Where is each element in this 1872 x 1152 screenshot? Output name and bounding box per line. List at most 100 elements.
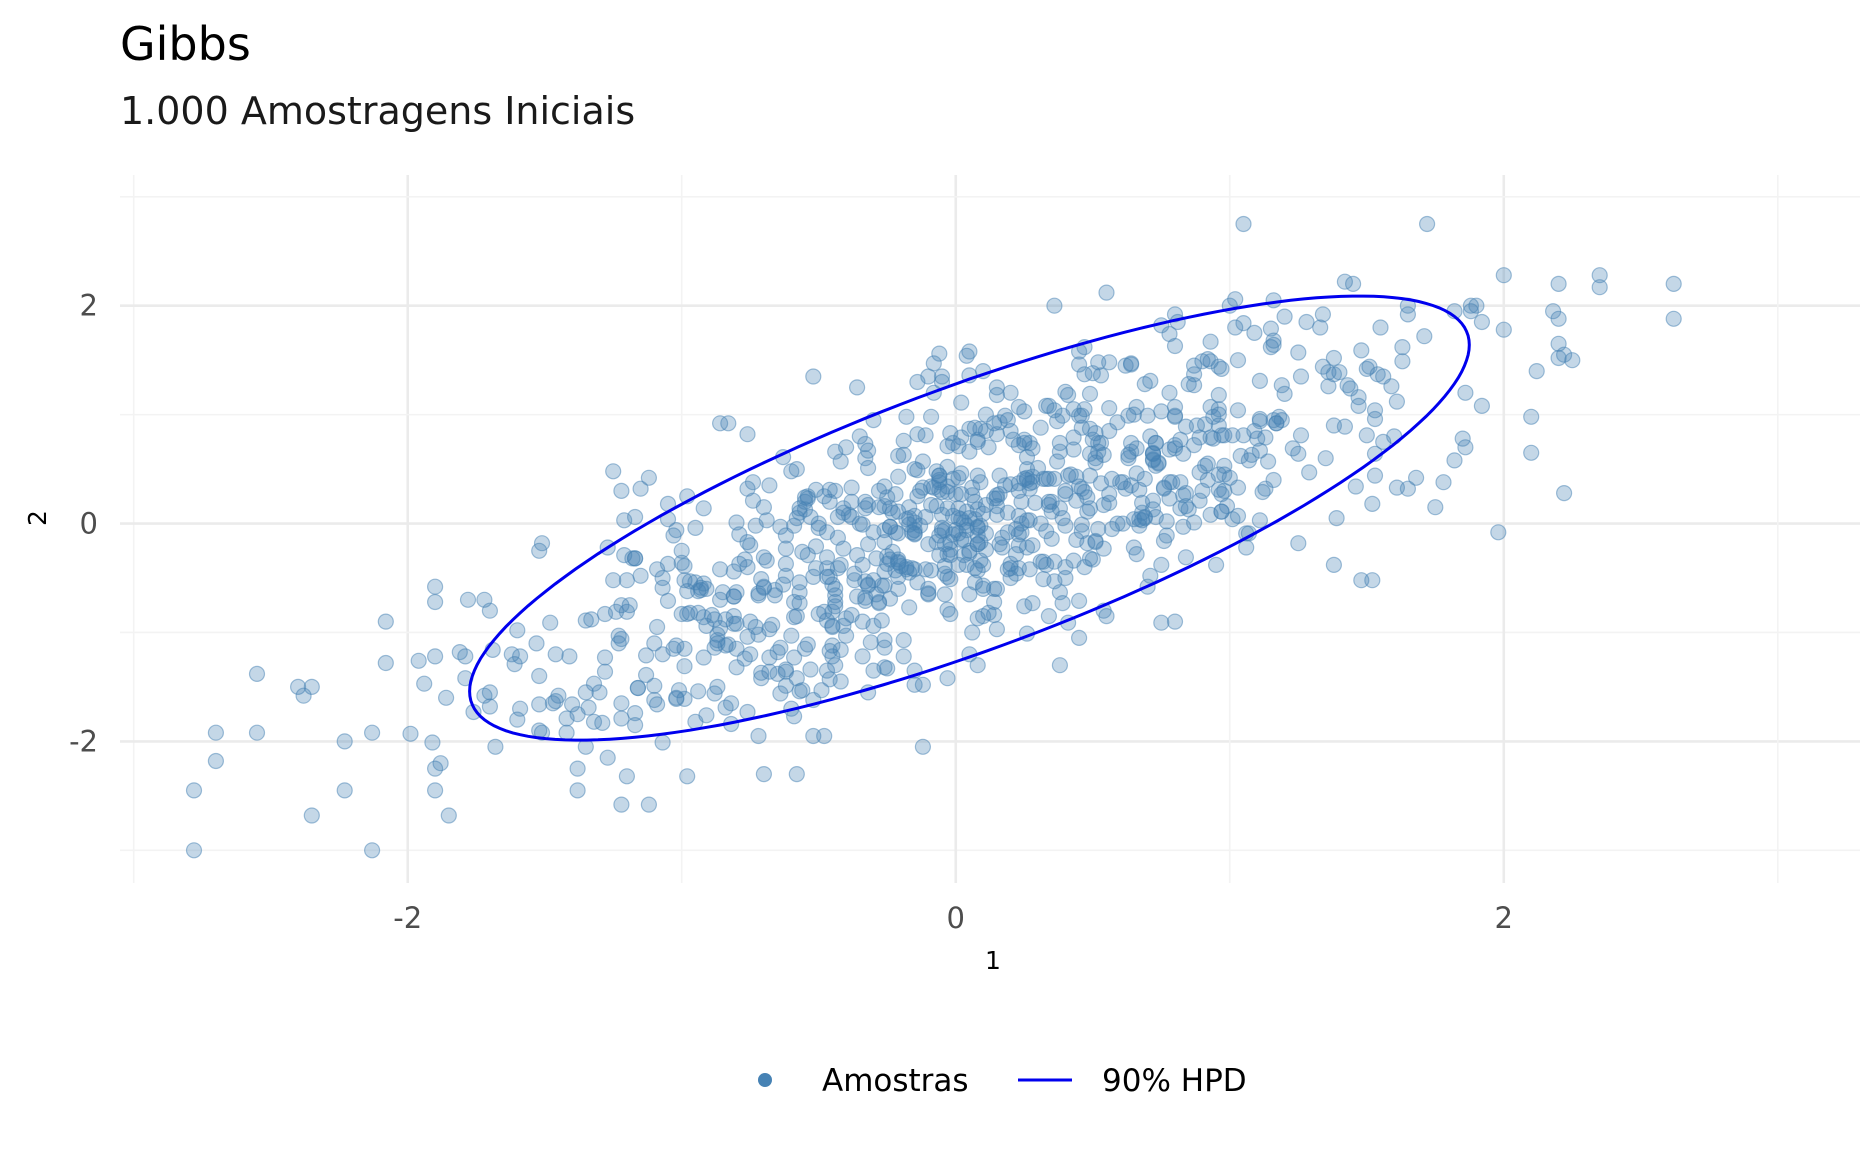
- sample-point: [1528, 363, 1545, 380]
- sample-point: [714, 584, 731, 601]
- sample-point: [648, 618, 666, 636]
- sample-point: [964, 479, 981, 496]
- sample-point: [728, 514, 745, 531]
- sample-point: [1353, 572, 1370, 589]
- sample-point: [1021, 434, 1038, 452]
- sample-point: [750, 585, 767, 602]
- x-tick-label: -2: [393, 901, 422, 935]
- sample-point: [848, 379, 866, 396]
- sample-point: [583, 611, 600, 628]
- sample-point: [870, 594, 888, 612]
- sample-point: [906, 525, 923, 542]
- sample-point: [859, 442, 877, 459]
- sample-point: [769, 643, 786, 661]
- sample-point: [440, 807, 457, 824]
- sample-point: [1564, 352, 1581, 369]
- sample-point: [640, 796, 658, 813]
- sample-point: [706, 611, 723, 628]
- sample-point: [758, 512, 775, 529]
- sample-point: [303, 807, 320, 824]
- sample-point: [816, 727, 833, 745]
- sample-point: [884, 504, 901, 521]
- sample-point: [827, 657, 844, 674]
- sample-point: [879, 660, 896, 677]
- sample-point: [531, 667, 548, 685]
- sample-point: [531, 542, 548, 559]
- sample-point: [961, 542, 978, 559]
- sample-point: [939, 478, 956, 495]
- sample-point: [1358, 427, 1375, 444]
- sample-point: [755, 499, 773, 516]
- sample-point: [544, 695, 562, 712]
- sample-point: [753, 670, 770, 687]
- sample-point: [1416, 328, 1433, 345]
- sample-point: [640, 469, 658, 486]
- sample-point: [1185, 514, 1203, 531]
- sample-point: [1002, 422, 1019, 440]
- sample-point: [953, 429, 970, 446]
- sample-point: [1051, 584, 1069, 601]
- sample-point: [1457, 384, 1474, 401]
- sample-point: [1388, 393, 1406, 410]
- sample-point: [1199, 471, 1216, 489]
- sample-point: [1473, 397, 1491, 414]
- sample-point: [303, 678, 320, 696]
- sample-point: [761, 649, 778, 666]
- sample-point: [870, 499, 888, 516]
- sample-point: [1048, 413, 1066, 430]
- sample-point: [827, 443, 844, 460]
- sample-point: [859, 459, 877, 477]
- sample-point: [509, 622, 526, 639]
- sample-point: [692, 581, 710, 599]
- sample-point: [1051, 657, 1069, 674]
- sample-point: [1038, 523, 1055, 540]
- sample-point: [506, 655, 523, 673]
- sample-point: [185, 782, 203, 799]
- sample-point: [832, 556, 849, 574]
- sample-point: [914, 676, 932, 693]
- legend-hpd-label: 90% HPD: [1102, 1063, 1247, 1099]
- sample-point: [1070, 407, 1088, 424]
- sample-point: [1366, 402, 1384, 419]
- sample-point: [1007, 545, 1025, 563]
- sample-point: [791, 574, 808, 591]
- sample-point: [799, 636, 816, 653]
- sample-point: [988, 386, 1006, 404]
- sample-point: [895, 648, 912, 665]
- sample-point: [542, 614, 559, 631]
- sample-point: [777, 540, 795, 557]
- sample-point: [821, 671, 838, 688]
- sample-point: [511, 700, 529, 717]
- sample-point: [295, 687, 312, 704]
- sample-point: [799, 546, 816, 564]
- sample-point: [207, 724, 224, 741]
- sample-point: [1344, 275, 1362, 292]
- sample-point: [1550, 349, 1567, 367]
- sample-point: [827, 482, 844, 499]
- sample-point: [596, 649, 614, 666]
- sample-point: [774, 576, 792, 593]
- sample-point: [676, 557, 693, 575]
- sample-point: [1361, 358, 1378, 375]
- sample-point: [1213, 360, 1230, 377]
- sample-point: [1251, 413, 1269, 430]
- sample-point: [1125, 511, 1143, 528]
- sample-point: [1227, 291, 1244, 308]
- sample-point: [673, 605, 690, 623]
- sample-point: [922, 408, 940, 425]
- sample-point: [909, 426, 926, 443]
- sample-point: [1040, 607, 1058, 625]
- sample-point: [1117, 357, 1134, 374]
- sample-point: [1276, 308, 1293, 325]
- sample-point: [1073, 516, 1090, 533]
- sample-point: [616, 546, 633, 564]
- sample-point: [777, 677, 795, 694]
- chart-title: Gibbs: [120, 17, 251, 71]
- sample-point: [901, 516, 918, 533]
- sample-point: [996, 477, 1014, 494]
- sample-point: [854, 648, 871, 665]
- sample-point: [1161, 441, 1178, 458]
- sample-point: [1665, 310, 1682, 327]
- sample-point: [1122, 356, 1140, 373]
